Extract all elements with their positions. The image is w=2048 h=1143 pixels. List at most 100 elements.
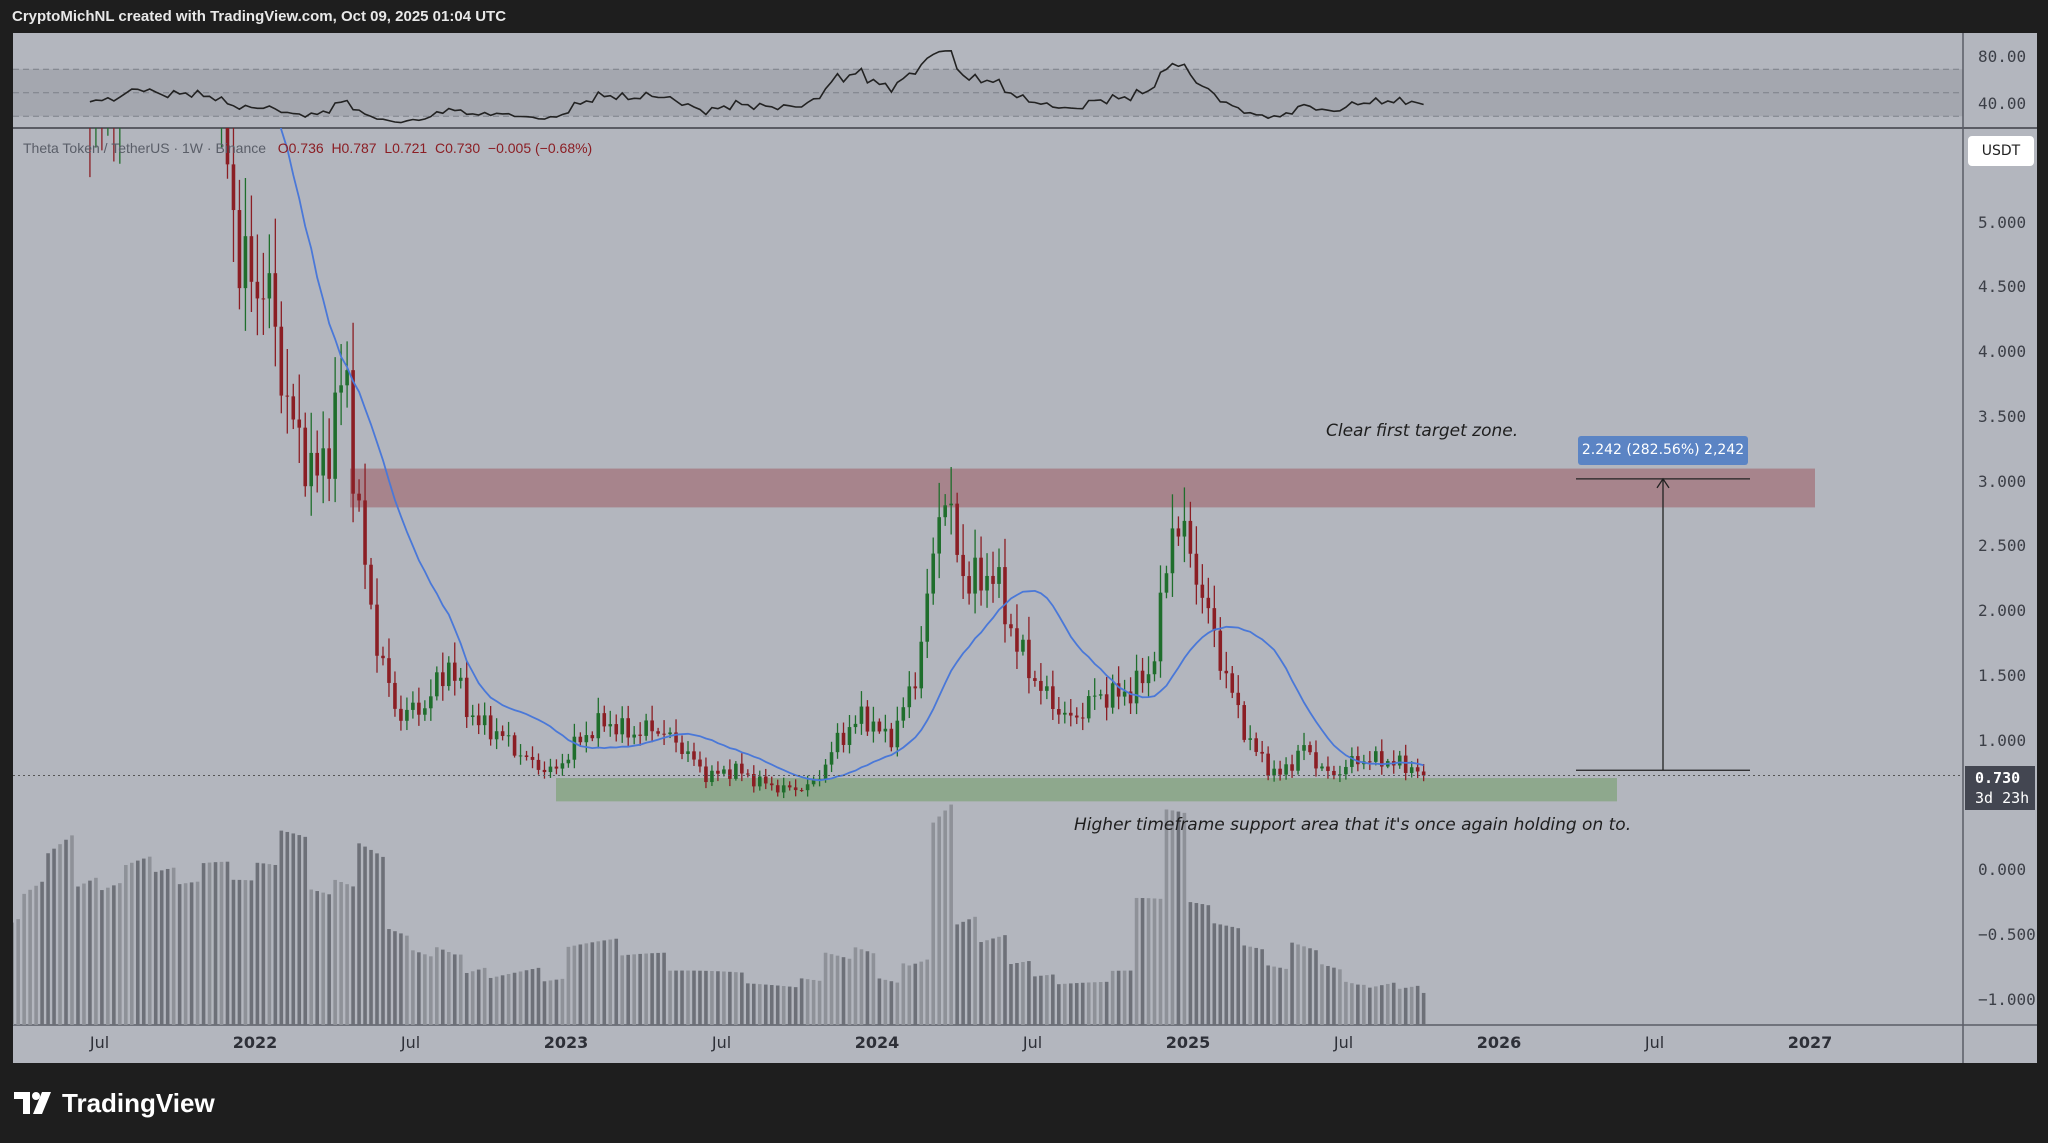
candle-body: [1146, 674, 1151, 684]
candle-body: [1236, 692, 1241, 706]
resistance-zone: [350, 468, 1815, 508]
candle-body: [393, 682, 397, 709]
time-tick: 2022: [232, 1033, 278, 1052]
tradingview-logo[interactable]: TradingView: [14, 1086, 215, 1120]
candle-body: [482, 715, 487, 726]
candle-body: [1068, 712, 1073, 716]
volume-bar: [130, 862, 134, 1025]
candle-body: [309, 452, 314, 487]
candle-body: [190, 0, 194, 10]
candle-body: [381, 655, 385, 659]
candle-body: [877, 721, 882, 732]
candle-body: [417, 702, 421, 715]
candle-body: [1057, 709, 1061, 715]
volume-bar: [159, 870, 164, 1025]
candle-body: [662, 733, 666, 735]
candle-body: [937, 517, 941, 554]
chart-frame[interactable]: [13, 33, 2037, 1063]
candle-body: [249, 236, 254, 282]
volume-bar: [464, 972, 469, 1025]
candle-body: [674, 732, 678, 743]
price-tick: 3.000: [1978, 471, 2027, 491]
price-tick: 5.000: [1978, 212, 2027, 232]
candle-body: [931, 553, 936, 594]
volume-bar: [895, 982, 900, 1025]
candle-body: [470, 715, 475, 718]
volume-bar: [345, 884, 349, 1025]
candle-body: [566, 759, 571, 764]
candle-body: [1140, 670, 1145, 684]
volume-bar: [554, 979, 559, 1025]
volume-bar: [506, 974, 511, 1025]
symbol-legend: Theta Token / TetherUS · 1W · Binance O0…: [23, 140, 592, 156]
volume-bar: [799, 978, 804, 1025]
candle-body: [1397, 755, 1402, 766]
rsi-line: [89, 49, 1424, 124]
candle-body: [1033, 678, 1037, 681]
volume-bar: [817, 980, 822, 1025]
candle-body: [644, 720, 648, 736]
candle-body: [512, 735, 517, 756]
rsi-tick: 40.00: [1978, 94, 2027, 113]
volume-bar: [147, 856, 152, 1025]
volume-bar: [411, 950, 415, 1025]
candle-body: [375, 604, 379, 656]
volume-bar: [1051, 974, 1055, 1025]
volume-bar: [1421, 992, 1426, 1025]
volume-bar: [530, 969, 535, 1025]
candle-body: [1290, 764, 1294, 771]
volume-bar: [405, 935, 409, 1025]
volume-bar: [34, 885, 38, 1025]
candle-body: [793, 787, 798, 791]
volume-bar: [518, 971, 523, 1025]
support-zone-annotation[interactable]: Higher timeframe support area that it's …: [1074, 815, 1632, 835]
candle-body: [243, 236, 248, 289]
measure-label[interactable]: 2.242 (282.56%) 2,242: [1578, 436, 1748, 465]
candle-body: [1212, 608, 1217, 631]
volume-bar: [1128, 970, 1133, 1025]
candle-body: [1409, 767, 1414, 773]
volume-bar: [1338, 969, 1342, 1025]
volume-bar: [470, 971, 475, 1025]
volume-bar: [931, 822, 936, 1025]
volume-bar: [841, 957, 846, 1025]
volume-bar: [1242, 945, 1247, 1025]
candle-body: [548, 766, 553, 773]
candle-body: [949, 503, 953, 506]
volume-bar: [656, 952, 660, 1025]
high-value: H0.787: [331, 140, 377, 156]
price-tick: 0.000: [1978, 860, 2027, 879]
volume-bar: [1176, 811, 1181, 1025]
brand-name: TradingView: [62, 1087, 215, 1118]
target-zone-annotation[interactable]: Clear first target zone.: [1326, 421, 1519, 441]
candle-body: [208, 2, 212, 5]
candle-body: [279, 326, 284, 396]
currency-unit-button[interactable]: USDT: [1968, 136, 2034, 166]
volume-bar: [387, 929, 391, 1025]
volume-bar: [22, 893, 26, 1025]
volume-bar: [273, 864, 278, 1025]
change-value: −0.005 (−0.68%): [487, 140, 593, 156]
price-tick: 2.000: [1978, 601, 2027, 620]
volume-bar: [494, 976, 499, 1025]
volume-bar: [219, 861, 224, 1025]
volume-bar: [64, 839, 68, 1025]
candle-body: [1045, 686, 1049, 691]
volume-bar: [811, 979, 816, 1025]
candle-body: [1421, 771, 1426, 776]
candle-body: [704, 766, 708, 783]
candle-body: [925, 593, 930, 642]
candle-body: [901, 707, 906, 721]
candle-body: [596, 713, 601, 739]
candle-body: [1098, 694, 1103, 696]
volume-bar: [1224, 925, 1229, 1025]
volume-bar: [1074, 983, 1079, 1025]
volume-bar: [1397, 988, 1402, 1025]
volume-bar: [823, 952, 828, 1025]
candle-body: [536, 759, 541, 770]
candle-body: [895, 720, 900, 748]
volume-bar: [961, 921, 965, 1025]
candle-body: [871, 721, 876, 732]
candle-body: [1356, 756, 1360, 765]
